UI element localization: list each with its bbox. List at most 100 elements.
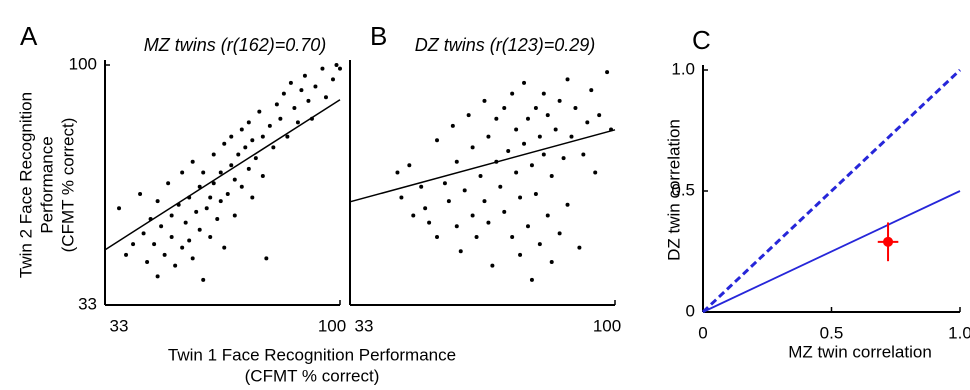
- data-point: [197, 227, 202, 232]
- data-point: [246, 166, 251, 171]
- data-point: [466, 113, 471, 118]
- data-point: [239, 184, 244, 189]
- data-point: [494, 159, 499, 164]
- data-point: [250, 195, 255, 200]
- data-point: [510, 234, 515, 239]
- y-axis-label: Twin 2 Face Recognition: [16, 92, 35, 278]
- data-point: [194, 209, 199, 214]
- data-point: [529, 277, 534, 282]
- data-point: [609, 127, 614, 132]
- data-point: [573, 105, 578, 110]
- data-point: [173, 263, 178, 268]
- data-point: [510, 91, 515, 96]
- data-point: [246, 120, 251, 125]
- x-tick-label: 0: [698, 323, 707, 342]
- x-axis-label: Twin 1 Face Recognition Performance: [168, 345, 456, 364]
- data-point: [533, 191, 538, 196]
- data-point: [187, 195, 192, 200]
- data-point: [292, 105, 297, 110]
- data-point: [545, 113, 550, 118]
- y-tick-label: 33: [78, 294, 97, 313]
- data-point: [243, 145, 248, 150]
- data-point: [395, 170, 400, 175]
- data-point: [581, 152, 586, 157]
- data-point: [313, 84, 318, 89]
- data-point: [169, 213, 174, 218]
- data-point: [267, 123, 272, 128]
- x-axis-label: MZ twin correlation: [788, 342, 932, 361]
- data-point: [222, 245, 227, 250]
- data-point: [482, 199, 487, 204]
- data-point: [215, 217, 220, 222]
- data-point: [450, 123, 455, 128]
- data-point: [253, 156, 258, 161]
- data-point: [218, 170, 223, 175]
- y-axis-label: DZ twin correlation: [664, 119, 683, 261]
- data-point: [518, 195, 523, 200]
- data-point: [423, 206, 428, 211]
- data-point: [288, 80, 293, 85]
- data-point: [334, 63, 339, 67]
- data-point: [306, 98, 311, 103]
- chart-title: MZ twins (r(162)=0.70): [144, 35, 327, 55]
- data-point: [486, 134, 491, 139]
- data-point: [169, 234, 174, 239]
- data-point: [320, 66, 325, 71]
- reference-line: [702, 190, 961, 313]
- data-point: [183, 220, 188, 225]
- data-point: [274, 102, 279, 107]
- panel-letter: C: [692, 25, 711, 55]
- data-point: [155, 274, 160, 279]
- data-point: [454, 224, 459, 229]
- data-point: [302, 73, 307, 78]
- data-point: [299, 88, 304, 93]
- y-axis-label: Performance: [37, 136, 56, 233]
- data-point: [232, 177, 237, 182]
- data-point: [197, 184, 202, 189]
- data-point: [419, 184, 424, 189]
- data-point: [399, 195, 404, 200]
- data-point: [190, 159, 195, 164]
- data-point: [285, 134, 290, 139]
- data-point: [250, 138, 255, 143]
- data-point: [605, 70, 610, 75]
- data-point: [131, 242, 136, 247]
- data-point: [159, 224, 164, 229]
- data-point: [470, 213, 475, 218]
- data-point: [502, 105, 507, 110]
- data-point: [541, 91, 546, 96]
- data-point: [470, 145, 475, 150]
- data-point: [201, 277, 206, 282]
- data-point: [494, 116, 499, 121]
- data-point: [454, 159, 459, 164]
- data-point: [162, 252, 167, 257]
- data-point: [549, 174, 554, 179]
- data-point: [330, 77, 335, 82]
- x-tick-label: 100: [318, 316, 346, 335]
- data-point: [569, 134, 574, 139]
- data-point: [589, 88, 594, 93]
- data-point: [506, 148, 511, 153]
- data-point: [208, 195, 213, 200]
- data-point: [883, 236, 894, 247]
- data-point: [232, 213, 237, 218]
- data-point: [490, 263, 495, 268]
- data-point: [201, 170, 206, 175]
- data-point: [446, 199, 451, 204]
- data-point: [597, 113, 602, 118]
- data-point: [529, 163, 534, 168]
- data-point: [229, 163, 234, 168]
- data-point: [486, 220, 491, 225]
- data-point: [522, 141, 527, 146]
- data-point: [474, 234, 479, 239]
- data-point: [257, 109, 262, 114]
- data-point: [260, 174, 265, 179]
- data-point: [577, 245, 582, 250]
- data-point: [176, 202, 181, 207]
- data-point: [295, 120, 300, 125]
- x-tick-label: 0.5: [820, 323, 844, 342]
- data-point: [553, 127, 558, 132]
- data-point: [260, 134, 265, 139]
- data-point: [141, 231, 146, 236]
